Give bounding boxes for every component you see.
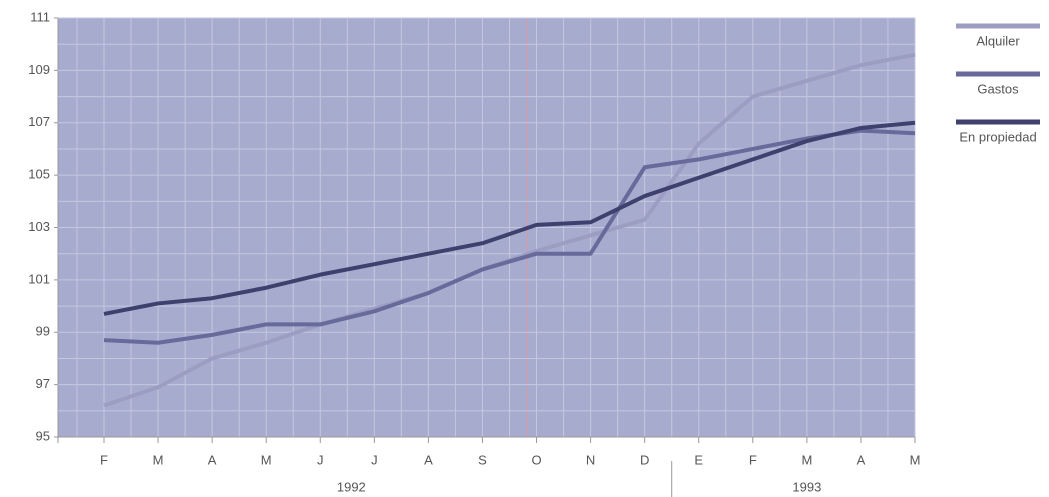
y-tick-label: 99 [36, 324, 50, 339]
x-tick-label: A [857, 452, 866, 467]
y-tick-label: 109 [28, 62, 50, 77]
year-label: 1993 [792, 479, 821, 494]
y-tick-label: 103 [28, 219, 50, 234]
x-tick-label: M [261, 452, 272, 467]
x-tick-label: M [153, 452, 164, 467]
x-tick-label: J [317, 452, 324, 467]
x-tick-label: F [100, 452, 108, 467]
y-tick-label: 95 [36, 428, 50, 443]
x-tick-label: A [424, 452, 433, 467]
year-label: 1992 [337, 479, 366, 494]
y-tick-label: 105 [28, 167, 50, 182]
x-tick-label: A [208, 452, 217, 467]
legend-label: En propiedad [959, 129, 1036, 144]
x-tick-label: J [371, 452, 378, 467]
x-tick-label: O [531, 452, 541, 467]
x-tick-label: F [749, 452, 757, 467]
series-line [103, 120, 916, 316]
y-tick-label: 97 [36, 376, 50, 391]
y-tick-label: 111 [30, 9, 50, 24]
y-tick-label: 107 [28, 114, 50, 129]
y-tick-label: 101 [28, 271, 50, 286]
legend-label: Gastos [977, 81, 1019, 96]
x-tick-label: E [694, 452, 703, 467]
x-tick-label: M [801, 452, 812, 467]
x-tick-label: N [586, 452, 595, 467]
x-tick-label: D [640, 452, 649, 467]
series-line [103, 128, 916, 345]
x-tick-label: M [910, 452, 921, 467]
x-tick-label: S [478, 452, 487, 467]
legend-label: Alquiler [976, 33, 1020, 48]
